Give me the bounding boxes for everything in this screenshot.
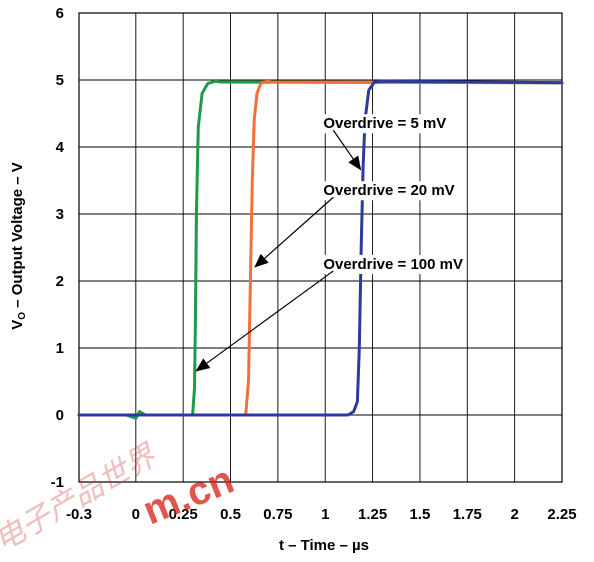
y-tick-label: 4 <box>56 139 65 156</box>
y-tick-label: -1 <box>51 474 64 491</box>
annotation-arrowhead-1 <box>254 253 269 268</box>
annotation-arrow-line-1 <box>264 196 334 259</box>
watermark: 电子产品世界 m.cn <box>0 438 240 559</box>
annotation-arrowhead-2 <box>195 358 211 372</box>
y-axis-label-rest: – Output Voltage – V <box>9 162 26 312</box>
y-axis-label-main: V <box>9 320 26 330</box>
series-line-1 <box>77 79 564 417</box>
y-axis-label-subscript: O <box>17 312 28 320</box>
annotation-arrowhead-0 <box>348 155 362 171</box>
plot-border <box>78 12 563 483</box>
annotations: Overdrive = 5 mV Overdrive = 20 mV Overdri… <box>195 114 467 372</box>
y-tick-label: 1 <box>56 340 64 357</box>
series-layer <box>77 79 564 420</box>
x-tick-label: 1.25 <box>358 506 387 523</box>
x-tick-label: 1.75 <box>453 506 482 523</box>
annotation-label-1: Overdrive = 20 mV <box>323 182 454 199</box>
x-tick-label: 2.25 <box>547 506 576 523</box>
y-tick-labels: -1 0 1 2 3 4 5 6 <box>51 5 65 491</box>
x-tick-label: 0.75 <box>263 506 292 523</box>
x-tick-label: 0 <box>132 506 140 523</box>
y-axis-label: VO – Output Voltage – V <box>9 162 28 330</box>
annotation-label-0: Overdrive = 5 mV <box>323 115 446 132</box>
annotation-bg-1 <box>320 181 458 201</box>
x-tick-label: 1 <box>321 506 329 523</box>
x-tick-label: 2 <box>510 506 518 523</box>
annotation-arrow-line-0 <box>332 129 354 160</box>
annotation-arrow-line-2 <box>206 270 334 364</box>
x-tick-label: 0.5 <box>220 506 241 523</box>
annotation-bg-2 <box>320 254 467 274</box>
series-line-2 <box>77 79 564 417</box>
y-tick-label: 0 <box>56 407 64 424</box>
plot-frame <box>78 12 563 483</box>
y-tick-label: 2 <box>56 273 64 290</box>
y-tick-label: 6 <box>56 5 64 22</box>
y-tick-label: 3 <box>56 206 64 223</box>
x-tick-label: 0.25 <box>169 506 198 523</box>
x-tick-label: 1.5 <box>410 506 431 523</box>
annotation-bg-0 <box>320 114 450 134</box>
y-tick-label: 5 <box>56 72 64 89</box>
x-tick-labels: -0.3 0 0.25 0.5 0.75 1 1.25 1.5 1.75 2 2.25 <box>66 506 577 523</box>
annotation-label-2: Overdrive = 100 mV <box>323 256 463 273</box>
x-axis-label: t – Time – µs <box>279 537 369 554</box>
x-tick-label: -0.3 <box>66 506 92 523</box>
